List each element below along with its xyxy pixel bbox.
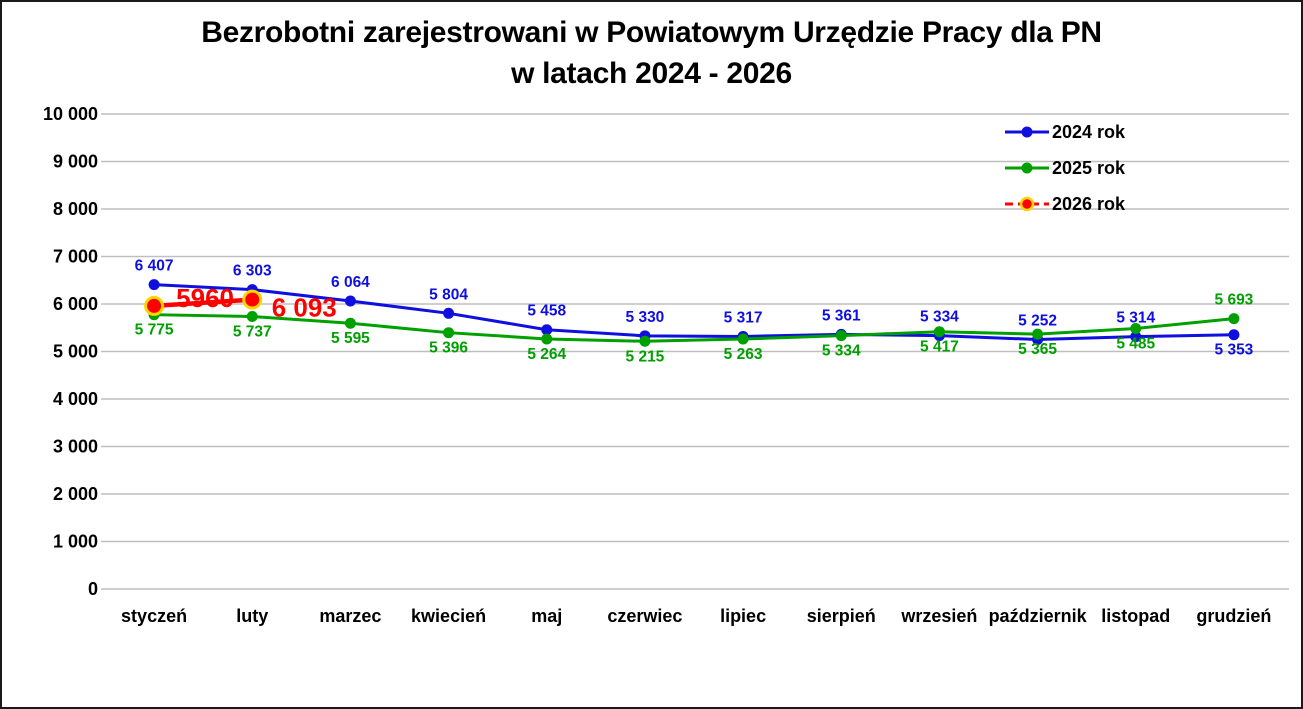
data-label-2024-rok: 5 334 [920, 309, 959, 326]
data-point-2024-rok [344, 295, 356, 307]
series-line-2025-rok [154, 313, 1235, 343]
data-label-2026-rok: 5960 [176, 283, 234, 313]
data-label-2024-rok: 5 361 [822, 307, 861, 324]
data-label-2025-rok: 5 417 [920, 339, 959, 356]
data-label-2025-rok: 5 595 [331, 330, 370, 347]
legend-marker-icon [1005, 162, 1049, 174]
data-point-2024-rok [443, 307, 455, 319]
data-label-2024-rok: 6 407 [135, 258, 174, 275]
y-axis-tick-label: 4 000 [53, 389, 98, 409]
x-axis-label: grudzień [1196, 606, 1271, 626]
legend-label: 2024 rok [1052, 121, 1126, 142]
chart-legend: 2024 rok 2025 rok 2026 rok [1005, 114, 1125, 222]
data-label-2025-rok: 5 365 [1018, 341, 1057, 358]
data-label-2025-rok: 5 693 [1215, 292, 1254, 309]
data-point-2024-rok [148, 279, 160, 291]
y-axis-tick-label: 8 000 [53, 199, 98, 219]
data-label-2024-rok: 5 804 [429, 286, 468, 303]
data-point-2025-rok [246, 310, 258, 322]
data-label-2024-rok: 5 353 [1215, 342, 1254, 359]
x-axis-label: luty [236, 606, 268, 626]
data-point-2025-rok [835, 330, 847, 342]
y-axis-tick-label: 9 000 [53, 152, 98, 172]
data-label-2025-rok: 5 263 [724, 346, 763, 363]
y-axis-tick-label: 3 000 [53, 437, 98, 457]
x-axis-label: październik [989, 606, 1088, 626]
data-point-2025-rok [541, 333, 553, 345]
x-axis-label: wrzesień [900, 606, 977, 626]
chart-title-line1: Bezrobotni zarejestrowani w Powiatowym U… [201, 16, 1102, 49]
x-axis-label: marzec [319, 606, 381, 626]
legend-item-2026-rok: 2026 rok [1005, 186, 1125, 222]
data-label-2026-rok: 6 093 [272, 293, 337, 323]
data-label-2025-rok: 5 334 [822, 343, 861, 360]
data-point-2025-rok [1032, 328, 1044, 340]
data-point-2026-rok [242, 289, 263, 310]
data-label-2024-rok: 5 314 [1116, 310, 1155, 327]
x-axis-label: maj [531, 606, 562, 626]
y-axis-tick-label: 7 000 [53, 247, 98, 267]
data-point-2025-rok [1130, 322, 1142, 334]
data-point-2025-rok [443, 327, 455, 339]
data-label-2025-rok: 5 396 [429, 340, 468, 357]
data-label-2024-rok: 5 252 [1018, 313, 1057, 330]
legend-item-2024-rok: 2024 rok [1005, 114, 1125, 150]
legend-marker-icon [1005, 196, 1049, 212]
legend-item-2025-rok: 2025 rok [1005, 150, 1125, 186]
chart-title-line2: w latach 2024 - 2026 [511, 57, 792, 90]
data-label-2025-rok: 5 264 [527, 346, 566, 363]
y-axis-tick-label: 0 [88, 579, 98, 599]
data-point-2025-rok [1228, 313, 1240, 325]
data-point-2024-rok [1130, 331, 1142, 343]
y-axis-tick-label: 1 000 [53, 532, 98, 552]
legend-label: 2026 rok [1052, 193, 1126, 214]
data-point-2024-rok [541, 324, 553, 336]
data-label-2025-rok: 5 737 [233, 323, 272, 340]
data-label-2024-rok: 5 330 [626, 309, 665, 326]
data-label-2024-rok: 5 317 [724, 309, 763, 326]
data-point-2025-rok [639, 335, 651, 347]
data-point-2025-rok [344, 317, 356, 329]
data-point-2025-rok [933, 326, 945, 338]
series-line-2026-rok [153, 297, 253, 309]
legend-label: 2025 rok [1052, 157, 1126, 178]
y-axis-tick-label: 5 000 [53, 342, 98, 362]
data-label-2025-rok: 5 215 [626, 348, 665, 365]
data-point-2026-rok [144, 295, 165, 316]
x-axis-label: styczeń [121, 606, 187, 626]
data-label-2024-rok: 6 303 [233, 263, 272, 280]
x-axis-label: lipiec [720, 606, 766, 626]
x-axis-label: listopad [1101, 606, 1170, 626]
x-axis-label: sierpień [807, 606, 876, 626]
x-axis-label: kwiecień [411, 606, 486, 626]
data-point-2024-rok [1228, 329, 1240, 341]
legend-marker-icon [1005, 126, 1049, 138]
y-axis-tick-label: 2 000 [53, 484, 98, 504]
data-label-2024-rok: 6 064 [331, 274, 370, 291]
y-axis-tick-label: 6 000 [53, 294, 98, 314]
series-line-2024-rok [154, 283, 1234, 342]
data-label-2025-rok: 5 485 [1116, 335, 1155, 352]
x-axis-label: czerwiec [607, 606, 682, 626]
chart-title: Bezrobotni zarejestrowani w Powiatowym U… [2, 12, 1301, 94]
data-label-2025-rok: 5 775 [135, 322, 174, 339]
data-label-2024-rok: 5 458 [527, 303, 566, 320]
y-axis-tick-label: 10 000 [43, 104, 98, 124]
data-point-2025-rok [737, 333, 749, 345]
